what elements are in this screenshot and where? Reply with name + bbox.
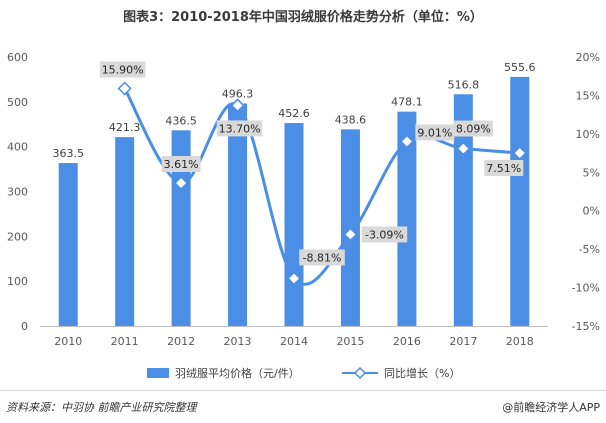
legend-line-marker [353,366,367,380]
bar [397,111,417,327]
bar-value-label: 438.6 [335,113,367,126]
y-left-tick-label: 500 [7,96,28,109]
bar [58,163,78,326]
x-tick-label: 2016 [393,335,421,348]
bar [453,94,473,326]
growth-label-box [453,120,493,137]
y-right-tick-label: 0% [583,205,600,218]
growth-value-label: 13.70% [219,122,261,135]
growth-marker [456,141,471,156]
bar [115,137,135,326]
brand-credit: @前瞻经济学人APP [502,401,600,414]
growth-marker [174,175,189,191]
y-right-tick-label: 10% [576,128,600,141]
growth-label-box [161,155,201,172]
y-left-tick-label: 400 [7,141,28,154]
chart-canvas: 0 100 200 300 400 500 600 -15% -10% -5% 0% 5% 10% 15… [7,51,600,380]
legend-bar-label: 羽绒服平均价格（元/件） [175,366,300,380]
growth-label-box [484,159,524,176]
growth-value-labels: 15.90% 3.61% 13.70% -8.81% -3.09% 9.01% 8.09% 7… [99,61,524,266]
x-axis: 2010 2011 2012 2013 2014 2015 2016 2017 2018 [40,326,548,348]
growth-marker [343,227,358,242]
growth-value-label: 15.90% [102,64,144,77]
growth-label-box [216,120,263,137]
y-left-tick-label: 0 [21,320,28,333]
legend-line-label: 同比增长（%） [384,366,460,380]
bar-value-label: 436.5 [165,114,197,127]
growth-value-label: -8.81% [303,251,342,264]
bar-value-label: 452.6 [278,107,310,120]
bar-value-label: 516.8 [448,78,480,91]
source-note: 资料来源：中羽协 前瞻产业研究院整理 [6,401,197,414]
bar [228,103,248,327]
x-tick-label: 2018 [506,335,534,348]
y-left-tick-label: 200 [7,230,28,243]
bar-value-label: 496.3 [222,87,254,100]
legend-bar-swatch [147,368,169,378]
x-tick-label: 2013 [224,335,252,348]
y-axis-right: -15% -10% -5% 0% 5% 10% 15% 20% [572,51,600,333]
growth-label-box [415,124,455,141]
growth-label-box [299,249,345,266]
x-tick-label: 2011 [111,335,139,348]
growth-label-box [99,61,146,78]
growth-value-label: -3.09% [365,228,404,241]
bar-value-labels: 363.5 421.3 436.5 496.3 452.6 438.6 478.1 516.8… [52,61,535,160]
y-right-tick-label: -10% [572,282,600,295]
y-right-tick-label: 15% [576,89,600,102]
x-tick-label: 2017 [449,335,477,348]
growth-label-box [361,226,408,243]
growth-value-label: 7.51% [486,162,521,175]
growth-marker [117,81,132,96]
y-axis-left: 0 100 200 300 400 500 600 [7,51,28,333]
y-right-tick-label: 20% [576,51,600,64]
bar [284,123,304,326]
bar-value-label: 363.5 [52,147,84,160]
growth-marker [512,145,527,161]
growth-value-label: 3.61% [164,158,199,171]
growth-marker [230,98,245,113]
bar-value-label: 555.6 [504,61,536,74]
bar [510,76,530,326]
chart-title: 图表3：2010-2018年中国羽绒服价格走势分析（单位：%） [123,10,483,25]
x-tick-label: 2012 [167,335,195,348]
y-right-tick-label: -15% [572,320,600,333]
y-right-tick-label: 5% [583,166,600,179]
y-left-tick-label: 100 [7,275,28,288]
x-tick-label: 2015 [336,335,364,348]
y-right-tick-label: -5% [579,243,600,256]
bar-value-label: 421.3 [109,121,141,134]
x-tick-label: 2014 [280,335,308,348]
x-tick-label: 2010 [54,335,82,348]
growth-value-label: 8.09% [456,123,491,136]
legend: 羽绒服平均价格（元/件） 同比增长（%） [147,366,460,380]
growth-value-label: 9.01% [417,126,452,139]
footer: 资料来源：中羽协 前瞻产业研究院整理 @前瞻经济学人APP [0,390,606,423]
y-left-tick-label: 600 [7,51,28,64]
growth-marker [286,271,302,286]
bar-value-label: 478.1 [391,96,423,109]
growth-marker [399,134,414,149]
y-left-tick-label: 300 [7,186,28,199]
